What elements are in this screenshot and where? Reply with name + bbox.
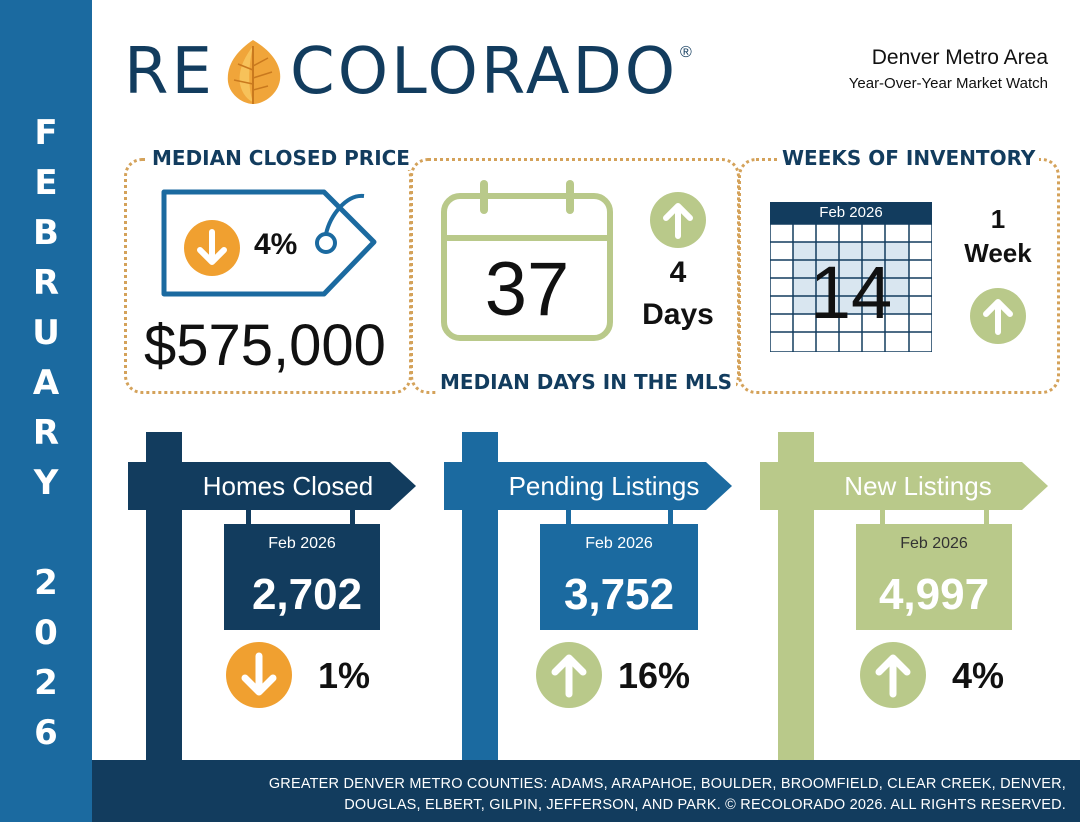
pending-listings-period: Feb 2026 <box>585 535 653 552</box>
pending-listings-sign <box>540 524 698 630</box>
sign-hook <box>246 510 251 526</box>
weeks-inventory-period: Feb 2026 <box>819 204 883 221</box>
month-letter: R <box>32 263 60 303</box>
homes-closed-period: Feb 2026 <box>268 535 336 552</box>
aspen-leaf-icon <box>227 40 281 104</box>
median-price-title: MEDIAN CLOSED PRICE <box>148 146 414 170</box>
sign-banner <box>760 462 1048 510</box>
homes-closed-value: 2,702 <box>251 570 363 619</box>
sign-hook <box>566 510 571 526</box>
homes-closed-sign <box>224 524 380 630</box>
calendar-grid-icon <box>770 224 932 352</box>
logo-text-colorado: COLORADO <box>290 35 679 109</box>
homes-closed-change: 1% <box>318 655 371 696</box>
median-price-value: $575,000 <box>144 313 386 378</box>
month-letter: U <box>32 313 60 353</box>
year-digit: 0 <box>34 613 58 653</box>
median-days-unit: Days <box>642 298 714 331</box>
new-listings-sign <box>856 524 1012 630</box>
arrow-up-icon <box>970 288 1026 344</box>
month-letter: B <box>33 213 59 253</box>
month-letter: R <box>32 413 60 453</box>
year-digit: 2 <box>34 563 58 603</box>
year-digit: 6 <box>34 713 58 753</box>
sign-hook <box>984 510 989 526</box>
sign-banner <box>128 462 416 510</box>
arrow-down-icon <box>184 220 240 276</box>
calendar-header <box>770 202 932 224</box>
footer: GREATER DENVER METRO COUNTIES: ADAMS, AR… <box>92 760 1080 822</box>
median-price-change: 4% <box>254 228 298 261</box>
sign-hook <box>880 510 885 526</box>
new-listings-title: New Listings <box>844 471 992 501</box>
pending-listings-change: 16% <box>618 655 691 696</box>
pending-listings-title: Pending Listings <box>508 471 700 501</box>
weeks-inventory-title: WEEKS OF INVENTORY <box>778 146 1040 170</box>
new-listings-change: 4% <box>952 655 1005 696</box>
sign-hook <box>668 510 673 526</box>
homes-closed-title: Homes Closed <box>202 471 374 501</box>
logo: RE COLORADO ® <box>124 36 704 110</box>
sign-banner <box>444 462 732 510</box>
pending-listings-value: 3,752 <box>563 570 675 619</box>
arrow-up-icon <box>860 642 926 708</box>
new-listings-period: Feb 2026 <box>900 535 968 552</box>
median-days-value: 37 <box>484 247 570 332</box>
footer-line-2: DOUGLAS, ELBERT, GILPIN, JEFFERSON, AND … <box>344 797 1066 813</box>
median-days-change: 4 <box>669 256 687 289</box>
weeks-inventory-unit: Week <box>964 238 1032 268</box>
arrow-up-icon <box>536 642 602 708</box>
new-listings-value: 4,997 <box>878 570 990 619</box>
arrow-up-icon <box>650 192 706 248</box>
header-area: Denver Metro Area <box>871 46 1048 69</box>
arrow-down-icon <box>226 642 292 708</box>
registered-mark: ® <box>680 44 692 61</box>
footer-line-1: GREATER DENVER METRO COUNTIES: ADAMS, AR… <box>268 776 1066 792</box>
logo-text-re: RE <box>124 35 215 109</box>
month-letter: E <box>34 163 58 203</box>
header-subtitle: Year-Over-Year Market Watch <box>848 75 1048 92</box>
calendar-icon <box>441 180 613 341</box>
year-digit: 2 <box>34 663 58 703</box>
month-letter: F <box>34 113 58 153</box>
median-days-title: MEDIAN DAYS IN THE MLS <box>436 370 737 394</box>
sidebar: F E B R U A R Y 2 0 2 6 <box>0 0 92 822</box>
month-letter: Y <box>33 463 59 503</box>
weeks-inventory-change: 1 <box>990 204 1006 234</box>
sign-hook <box>350 510 355 526</box>
weeks-inventory-value: 14 <box>809 251 893 334</box>
month-letter: A <box>32 363 60 403</box>
